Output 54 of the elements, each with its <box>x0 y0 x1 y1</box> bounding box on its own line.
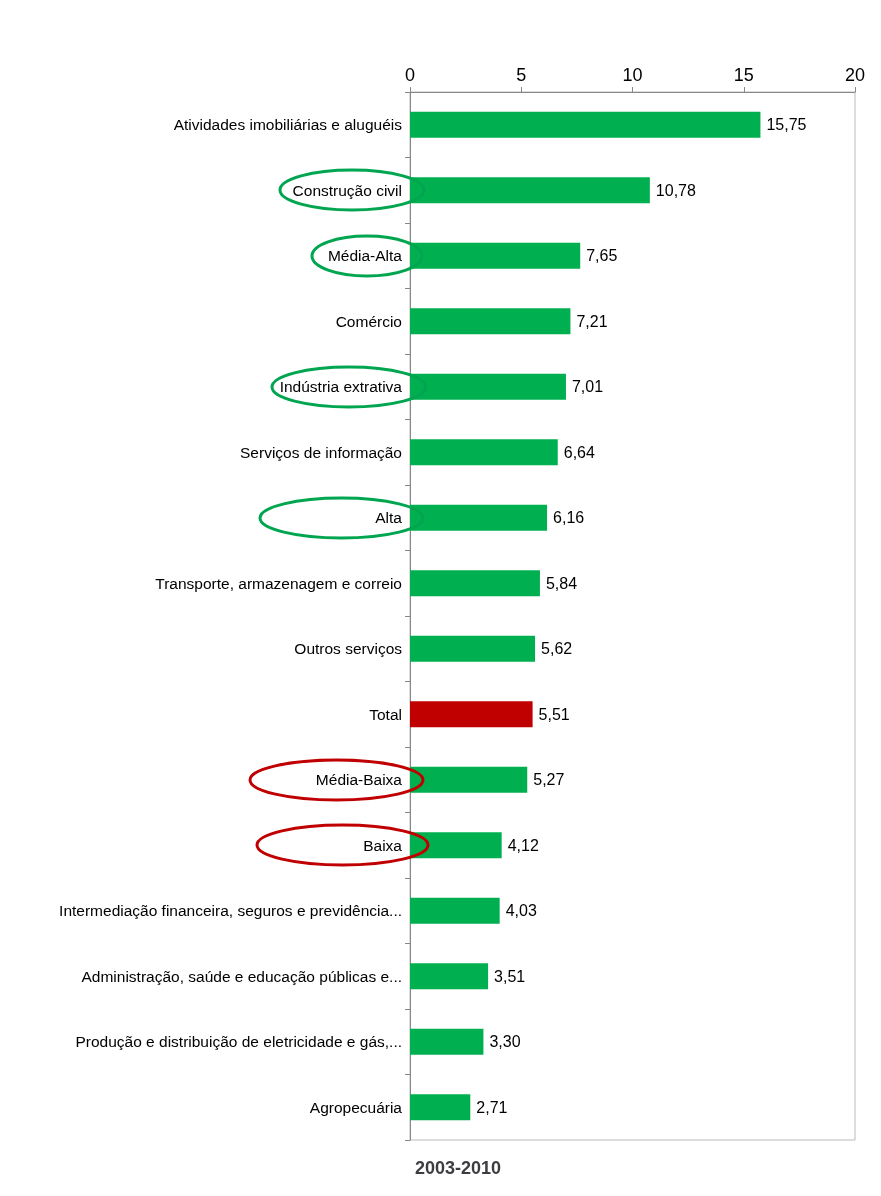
y-tick-label: Comércio <box>335 312 402 330</box>
bar <box>410 373 566 400</box>
bar <box>410 308 571 335</box>
y-tick-label: Serviços de informação <box>240 443 402 461</box>
x-axis-title: 2003-2010 <box>415 1158 502 1178</box>
bar <box>410 439 558 466</box>
data-label: 3,51 <box>494 967 526 985</box>
x-tick-label: 10 <box>622 65 643 85</box>
y-tick-label: Atividades imobiliárias e aluguéis <box>173 116 403 134</box>
bar <box>410 766 528 793</box>
y-tick-label: Agropecuária <box>309 1098 403 1116</box>
data-label: 15,75 <box>766 116 807 134</box>
x-tick-label: 0 <box>404 65 416 85</box>
y-tick-label: Construção civil <box>292 181 402 199</box>
data-label: 5,84 <box>545 574 578 592</box>
y-tick-label: Alta <box>375 509 403 527</box>
bar <box>410 1094 471 1121</box>
data-label: 7,21 <box>576 312 608 330</box>
data-label: 4,12 <box>507 836 539 854</box>
data-label: 5,51 <box>538 705 570 723</box>
y-tick-label: Transporte, armazenagem e correio <box>155 574 402 592</box>
bar <box>410 111 761 138</box>
bar <box>410 1028 484 1055</box>
y-tick-label: Média-Alta <box>327 247 403 265</box>
bar <box>410 177 650 204</box>
bar <box>410 832 502 859</box>
data-label: 6,16 <box>553 509 585 527</box>
data-label: 4,03 <box>505 902 537 920</box>
data-label: 7,01 <box>571 378 604 396</box>
bar <box>410 635 536 662</box>
data-label: 7,65 <box>586 247 618 265</box>
y-tick-label: Baixa <box>363 836 403 854</box>
y-tick-label: Total <box>369 705 402 723</box>
y-tick-label: Intermediação financeira, seguros e previdência... <box>59 902 402 920</box>
y-tick-label: Média-Baixa <box>315 771 403 789</box>
data-label: 3,30 <box>489 1033 521 1051</box>
bar <box>410 504 548 531</box>
data-label: 2,71 <box>476 1098 508 1116</box>
y-tick-label: Administração, saúde e educação públicas e... <box>81 967 402 985</box>
x-tick-label: 5 <box>516 65 527 85</box>
y-tick-label: Outros serviços <box>294 640 403 658</box>
x-tick-label: 20 <box>844 65 866 85</box>
bar <box>410 570 540 597</box>
y-tick-label: Indústria extrativa <box>279 378 403 396</box>
y-tick-label: Produção e distribuição de eletricidade e gás,... <box>75 1033 402 1051</box>
data-label: 5,62 <box>541 640 573 658</box>
data-label: 10,78 <box>655 181 696 199</box>
bar <box>410 963 489 990</box>
bar <box>410 701 533 728</box>
data-label: 6,64 <box>563 443 595 461</box>
x-tick-label: 15 <box>733 65 754 85</box>
data-label: 5,27 <box>533 771 565 789</box>
bar <box>410 897 500 924</box>
bar <box>410 242 581 269</box>
